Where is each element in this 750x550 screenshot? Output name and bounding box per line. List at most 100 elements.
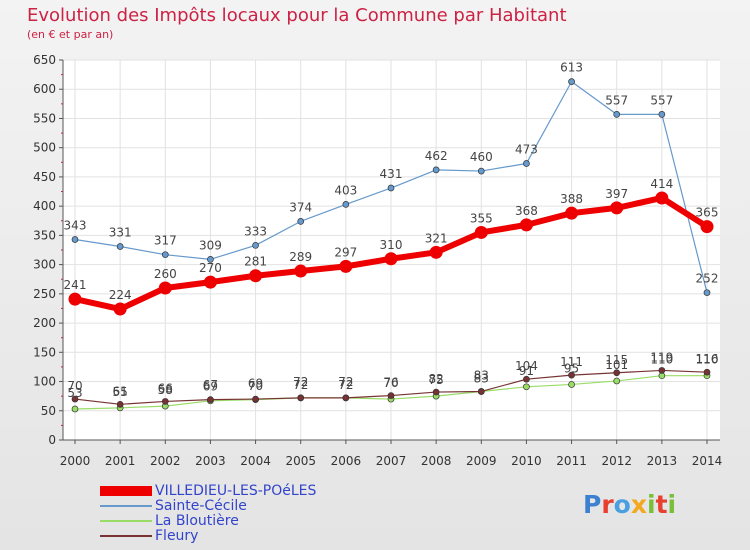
data-point — [297, 218, 305, 225]
data-label: 70 — [67, 379, 82, 393]
legend-label: Fleury — [155, 528, 199, 544]
data-point — [68, 292, 82, 306]
x-tick-label: 2001 — [105, 454, 136, 468]
data-label: 613 — [560, 61, 583, 75]
data-point — [71, 395, 79, 403]
y-tick-label: 350 — [33, 228, 56, 242]
data-point — [387, 184, 395, 192]
legend-swatch — [100, 520, 152, 522]
data-label: 69 — [248, 377, 263, 391]
logo-letter: i — [667, 490, 677, 519]
data-point — [565, 206, 579, 220]
x-tick-label: 2000 — [60, 454, 91, 468]
data-point — [203, 275, 217, 289]
data-label: 241 — [64, 278, 87, 292]
data-label: 557 — [650, 93, 673, 107]
data-point — [207, 396, 214, 404]
logo-letter: P — [583, 490, 602, 519]
data-point — [384, 252, 398, 266]
data-label: 95 — [564, 361, 579, 375]
y-tick-label: 100 — [33, 375, 56, 389]
chart-subtitle: (en € et par an) — [27, 28, 114, 41]
y-tick-label: 500 — [33, 141, 56, 155]
data-label: 321 — [425, 231, 448, 245]
y-tick-label: 50 — [41, 404, 56, 418]
data-label: 252 — [696, 272, 719, 286]
x-tick-label: 2005 — [285, 454, 316, 468]
data-label: 368 — [515, 204, 538, 218]
logo-letter: r — [601, 490, 614, 519]
x-tick-label: 2002 — [150, 454, 181, 468]
x-tick-label: 2004 — [240, 454, 271, 468]
data-label: 72 — [293, 375, 308, 389]
data-label: 388 — [560, 192, 583, 206]
data-label: 224 — [109, 288, 132, 302]
data-label: 70 — [248, 379, 263, 393]
data-point — [658, 367, 666, 374]
logo-letter: x — [630, 490, 647, 519]
data-label: 66 — [158, 381, 173, 395]
y-tick-label: 450 — [33, 170, 56, 184]
data-point — [113, 302, 127, 316]
data-point — [610, 201, 624, 215]
data-label: 69 — [203, 380, 218, 394]
data-point — [655, 191, 669, 205]
data-label: 82 — [429, 372, 444, 386]
data-label: 289 — [289, 250, 312, 264]
data-label: 119 — [650, 350, 673, 364]
legend-swatch — [100, 486, 152, 496]
y-tick-label: 400 — [33, 199, 56, 213]
data-point — [249, 269, 263, 283]
data-point — [207, 256, 214, 263]
data-point — [252, 395, 259, 403]
data-label: 310 — [380, 238, 403, 252]
y-tick-label: 600 — [33, 82, 56, 96]
data-point — [342, 201, 350, 208]
data-label: 355 — [470, 211, 493, 225]
y-tick-label: 250 — [33, 287, 56, 301]
data-label: 281 — [244, 255, 267, 269]
data-label: 110 — [650, 353, 673, 367]
data-label: 58 — [158, 383, 173, 397]
x-tick-label: 2011 — [556, 454, 587, 468]
data-point — [432, 388, 440, 396]
data-point — [523, 383, 530, 391]
logo-letter: o — [613, 490, 631, 519]
data-label: 53 — [67, 386, 82, 400]
data-point — [342, 394, 350, 402]
data-label: 72 — [338, 375, 353, 389]
data-label: 55 — [113, 385, 128, 399]
data-point — [613, 111, 621, 118]
legend-swatch — [100, 505, 152, 507]
data-label: 557 — [605, 93, 628, 107]
x-tick-label: 2010 — [511, 454, 542, 468]
data-label: 260 — [154, 267, 177, 281]
data-point — [339, 259, 353, 273]
data-label: 70 — [383, 376, 398, 390]
x-tick-label: 2014 — [692, 454, 723, 468]
data-label: 75 — [429, 373, 444, 387]
data-label: 270 — [199, 261, 222, 275]
y-tick-label: 650 — [33, 53, 56, 67]
data-point — [161, 398, 169, 405]
logo-letter: t — [655, 490, 668, 519]
data-label: 91 — [519, 364, 534, 378]
data-point — [568, 381, 575, 388]
data-point — [294, 264, 308, 278]
data-label: 101 — [605, 358, 628, 372]
data-label: 111 — [560, 355, 583, 369]
data-point — [568, 78, 575, 85]
data-label: 83 — [474, 368, 489, 382]
legend-label: VILLEDIEU-LES-POéLES — [155, 483, 317, 499]
data-label: 297 — [334, 245, 357, 259]
data-point — [703, 289, 711, 297]
data-label: 317 — [154, 234, 177, 248]
data-point — [116, 243, 124, 250]
data-label: 76 — [383, 376, 398, 390]
data-point — [568, 371, 575, 379]
data-point — [161, 251, 169, 259]
x-tick-label: 2009 — [466, 454, 497, 468]
data-point — [658, 111, 666, 118]
data-label: 67 — [203, 378, 218, 392]
